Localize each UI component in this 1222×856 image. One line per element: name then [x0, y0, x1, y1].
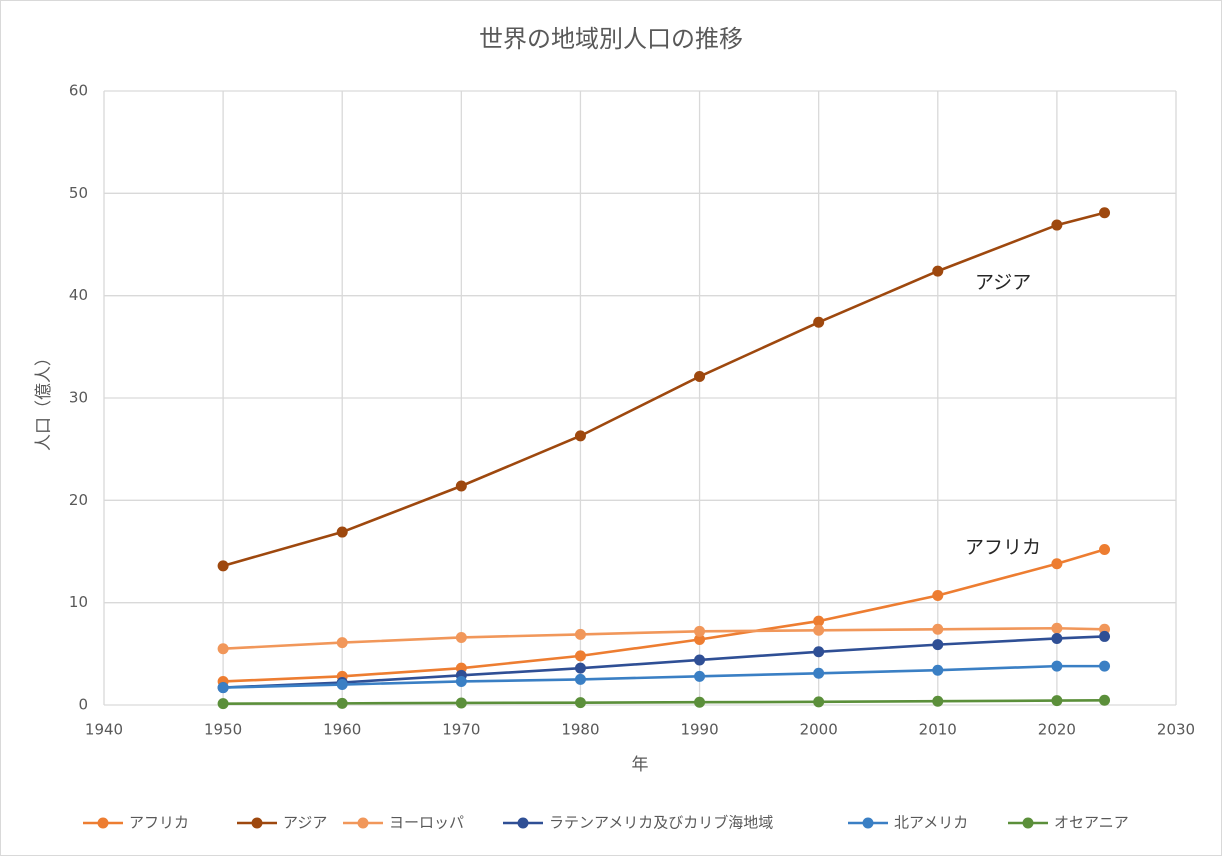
- data-point: [336, 697, 348, 709]
- annotation: アフリカ: [965, 537, 1041, 559]
- x-tick-label: 2020: [1038, 721, 1076, 739]
- data-point: [932, 664, 944, 676]
- annotation: アジア: [975, 272, 1031, 294]
- legend-marker: [517, 817, 529, 829]
- data-point: [336, 679, 348, 691]
- data-point: [217, 698, 229, 710]
- y-tick-label: 10: [69, 593, 88, 611]
- data-point: [813, 696, 825, 708]
- data-point: [694, 670, 706, 682]
- data-point: [932, 639, 944, 651]
- data-point: [1051, 622, 1063, 634]
- legend-marker: [251, 817, 263, 829]
- data-point: [1051, 219, 1063, 231]
- data-point: [217, 560, 229, 572]
- data-point: [1099, 207, 1111, 219]
- data-point: [694, 371, 706, 383]
- data-point: [1051, 695, 1063, 707]
- y-tick-label: 60: [69, 82, 88, 100]
- data-point: [694, 634, 706, 646]
- x-tick-label: 1940: [85, 721, 123, 739]
- x-tick-label: 2030: [1157, 721, 1195, 739]
- y-axis-label: 人口（億人）: [34, 349, 54, 451]
- x-tick-label: 1950: [204, 721, 242, 739]
- data-point: [1051, 660, 1063, 672]
- data-point: [932, 623, 944, 635]
- x-axis-label: 年: [632, 755, 649, 775]
- x-tick-label: 1980: [561, 721, 599, 739]
- x-tick-label: 2000: [800, 721, 838, 739]
- data-point: [455, 631, 467, 643]
- x-tick-label: 1960: [323, 721, 361, 739]
- data-point: [574, 662, 586, 674]
- y-tick-label: 20: [69, 491, 88, 509]
- data-point: [813, 667, 825, 679]
- legend-label: ヨーロッパ: [389, 814, 464, 832]
- data-point: [694, 654, 706, 666]
- legend-marker: [97, 817, 109, 829]
- legend-label: オセアニア: [1054, 814, 1129, 832]
- data-point: [574, 628, 586, 640]
- legend-label: アフリカ: [129, 814, 189, 832]
- legend-marker: [1022, 817, 1034, 829]
- data-point: [217, 682, 229, 694]
- data-point: [694, 625, 706, 637]
- legend-label: ラテンアメリカ及びカリブ海地域: [549, 814, 773, 832]
- data-point: [932, 590, 944, 602]
- data-point: [932, 695, 944, 707]
- data-point: [217, 643, 229, 655]
- data-point: [574, 697, 586, 709]
- y-tick-label: 30: [69, 389, 88, 407]
- data-point: [813, 646, 825, 658]
- data-point: [1099, 630, 1111, 642]
- data-point: [574, 673, 586, 685]
- legend-label: アジア: [283, 814, 327, 832]
- x-tick-label: 2010: [919, 721, 957, 739]
- data-point: [455, 697, 467, 709]
- data-point: [336, 637, 348, 649]
- legend-label: 北アメリカ: [894, 814, 968, 832]
- data-point: [813, 615, 825, 627]
- data-point: [574, 430, 586, 442]
- data-point: [1099, 660, 1111, 672]
- data-point: [574, 650, 586, 662]
- y-tick-label: 0: [78, 696, 88, 714]
- data-point: [1099, 694, 1111, 706]
- x-tick-label: 1990: [680, 721, 718, 739]
- data-point: [1051, 632, 1063, 644]
- data-point: [932, 265, 944, 277]
- x-tick-label: 1970: [442, 721, 480, 739]
- data-point: [694, 696, 706, 708]
- data-point: [1099, 543, 1111, 555]
- data-point: [813, 316, 825, 328]
- legend-marker: [357, 817, 369, 829]
- y-tick-label: 50: [69, 184, 88, 202]
- data-point: [455, 480, 467, 492]
- data-point: [1051, 558, 1063, 570]
- legend-marker: [862, 817, 874, 829]
- data-point: [336, 526, 348, 538]
- chart-title: 世界の地域別人口の推移: [479, 25, 743, 53]
- data-point: [455, 675, 467, 687]
- data-point: [813, 624, 825, 636]
- y-tick-label: 40: [69, 286, 88, 304]
